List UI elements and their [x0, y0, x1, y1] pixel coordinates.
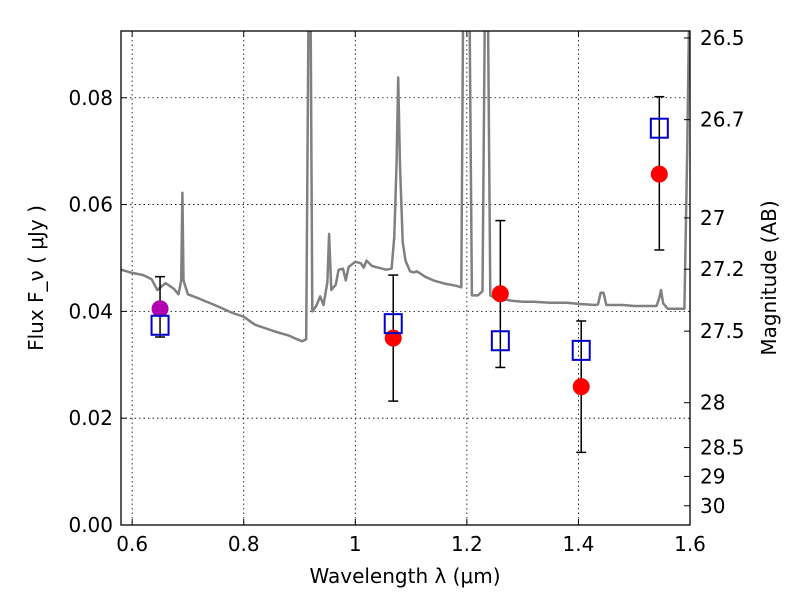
- mag-tick-label: 30: [700, 494, 725, 518]
- template-spectrum: [121, 31, 690, 343]
- mag-tick-label: 26.5: [700, 26, 745, 50]
- mag-tick-label: 27.2: [700, 257, 745, 281]
- mag-tick-label: 27: [700, 206, 725, 230]
- mag-tick-label: 27.5: [700, 319, 745, 343]
- observed-point: [491, 285, 509, 303]
- model-square: [571, 339, 591, 361]
- model-square: [383, 313, 403, 335]
- x-tick-label: 1.6: [674, 532, 706, 556]
- model-square: [150, 314, 170, 336]
- model-square: [490, 330, 510, 352]
- y-axis-label: Flux F_ν ( μJy ): [24, 205, 48, 351]
- x-tick-label: 0.8: [228, 532, 260, 556]
- observed-point: [650, 165, 668, 183]
- x-tick-label: 1.4: [563, 532, 595, 556]
- data-points: [150, 95, 669, 454]
- observed-point: [151, 300, 169, 318]
- x-tick-label: 1: [349, 532, 362, 556]
- mag-tick-label: 29: [700, 464, 725, 488]
- y-tick-label: 0.02: [68, 406, 113, 430]
- x-tick-label: 1.2: [451, 532, 483, 556]
- grid: [121, 31, 690, 525]
- x-axis-label: Wavelength λ (μm): [309, 564, 500, 588]
- mag-tick-label: 28.5: [700, 436, 745, 460]
- y-tick-label: 0.04: [68, 299, 113, 323]
- model-square: [649, 117, 669, 139]
- plot-background: [121, 31, 690, 525]
- y-tick-label: 0.06: [68, 193, 113, 217]
- plot-frame: [120, 30, 691, 526]
- mag-tick-label: 28: [700, 391, 725, 415]
- observed-point: [572, 378, 590, 396]
- x-tick-label: 0.6: [116, 532, 148, 556]
- y-tick-label: 0.00: [68, 513, 113, 537]
- axis-ticks: 0.6 0.8 1 1.2 1.4 1.6 0.00 0.02 0.04 0.06 0.08 26.5…: [68, 26, 744, 556]
- y-axis-label-right: Magnitude (AB): [757, 200, 781, 355]
- spectrum-line: [121, 31, 690, 343]
- y-tick-label: 0.08: [68, 86, 113, 110]
- mag-tick-label: 26.7: [700, 108, 745, 132]
